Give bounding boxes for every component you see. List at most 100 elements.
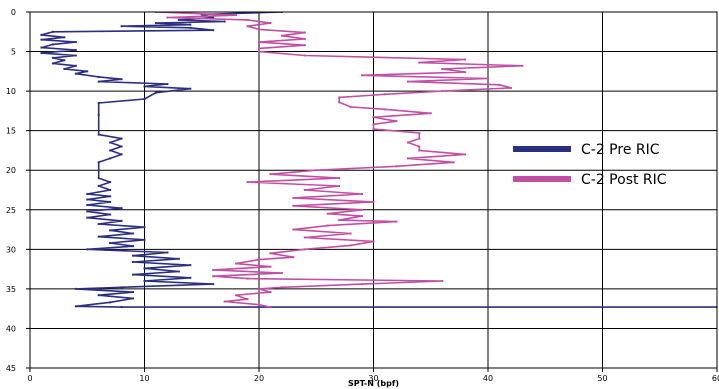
data-point: [132, 297, 135, 300]
data-point: [132, 232, 135, 235]
data-point: [212, 16, 215, 19]
data-point: [372, 116, 375, 119]
data-point: [269, 265, 272, 268]
data-point: [189, 87, 192, 90]
data-point: [86, 216, 89, 219]
data-point: [120, 219, 123, 222]
data-point: [235, 14, 238, 17]
data-point: [86, 248, 89, 251]
data-point: [418, 61, 421, 64]
data-point: [120, 25, 123, 28]
data-point: [338, 96, 341, 99]
data-point: [441, 67, 444, 70]
data-point: [303, 236, 306, 239]
data-point: [292, 196, 295, 199]
data-point: [509, 86, 512, 89]
data-point: [109, 229, 112, 232]
data-point: [120, 153, 123, 156]
data-point: [166, 251, 169, 254]
data-point: [97, 113, 100, 116]
data-point: [395, 165, 398, 168]
x-tick-label: 50: [597, 374, 607, 383]
data-point: [74, 48, 77, 51]
data-point: [258, 41, 260, 44]
data-point: [86, 70, 89, 73]
legend-swatch: [513, 176, 571, 182]
data-point: [246, 18, 249, 21]
y-tick-label: 45: [6, 364, 16, 373]
data-point: [189, 276, 192, 279]
data-point: [74, 41, 77, 44]
data-point: [51, 56, 54, 59]
data-point: [143, 267, 146, 270]
data-point: [395, 220, 398, 223]
data-point: [120, 207, 123, 210]
data-point: [40, 38, 43, 41]
data-point: [109, 181, 112, 184]
data-point: [338, 219, 341, 222]
data-point: [372, 240, 375, 243]
data-point: [372, 200, 375, 203]
data-point: [258, 47, 260, 50]
data-point: [303, 37, 306, 40]
data-point: [315, 169, 318, 172]
data-point: [487, 77, 489, 80]
data-point: [361, 192, 364, 195]
data-point: [86, 192, 89, 195]
data-point: [326, 224, 329, 227]
data-point: [361, 208, 364, 211]
data-point: [97, 133, 100, 136]
data-point: [166, 82, 169, 85]
data-point: [132, 291, 135, 294]
data-point: [177, 18, 180, 21]
data-point: [189, 26, 192, 29]
y-tick-label: 0: [11, 8, 16, 17]
data-point: [109, 213, 112, 216]
data-point: [109, 195, 112, 198]
data-point: [269, 291, 272, 294]
data-point: [418, 132, 421, 135]
legend-swatch: [513, 146, 571, 152]
data-point: [97, 235, 100, 238]
data-point: [269, 306, 272, 309]
data-point: [74, 64, 77, 67]
data-point: [63, 67, 66, 70]
x-tick-label: 30: [368, 374, 378, 383]
data-point: [406, 80, 409, 83]
data-point: [246, 277, 249, 280]
x-tick-label: 60: [712, 374, 719, 383]
data-point: [120, 78, 123, 81]
y-tick-label: 10: [6, 87, 16, 96]
data-point: [212, 275, 215, 278]
data-point: [109, 189, 112, 191]
data-point: [120, 137, 123, 140]
data-point: [109, 242, 112, 245]
data-point: [109, 157, 112, 160]
data-point: [269, 22, 272, 25]
data-point: [120, 286, 123, 289]
series-line: [155, 12, 524, 308]
data-point: [143, 279, 146, 282]
data-point: [86, 204, 89, 207]
data-point: [258, 28, 260, 31]
data-point: [464, 71, 467, 74]
data-point: [74, 305, 77, 308]
data-point: [280, 272, 283, 275]
data-point: [441, 279, 444, 282]
data-point: [418, 145, 421, 148]
legend-label: C-2 Post RIC: [581, 172, 667, 188]
data-point: [97, 294, 100, 297]
data-point: [177, 270, 180, 273]
data-point: [143, 85, 146, 88]
data-point: [120, 306, 123, 309]
data-point: [361, 283, 364, 286]
data-point: [258, 303, 260, 306]
data-point: [120, 145, 123, 148]
data-point: [498, 83, 501, 86]
data-point: [521, 64, 524, 67]
data-point: [235, 294, 238, 297]
data-point: [40, 52, 43, 55]
data-point: [303, 189, 306, 191]
legend: C-2 Pre RIC C-2 Post RIC: [513, 142, 667, 188]
data-point: [51, 43, 54, 46]
